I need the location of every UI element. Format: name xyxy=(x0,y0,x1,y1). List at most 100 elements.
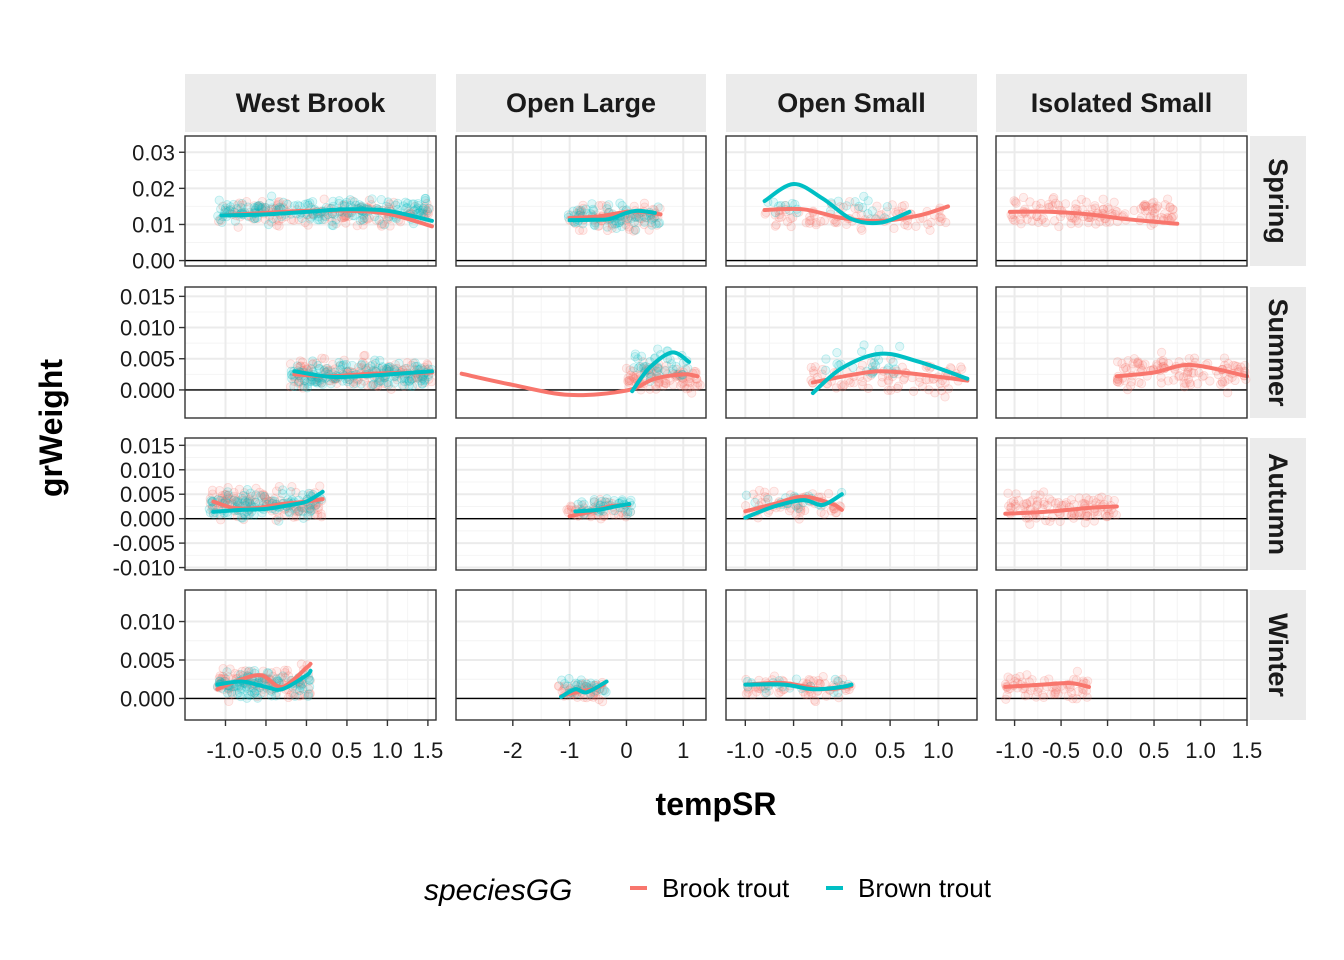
data-point-brook-trout xyxy=(377,219,388,229)
data-point-brown-trout xyxy=(611,223,622,233)
data-point-brook-trout xyxy=(857,360,867,370)
data-point-brown-trout xyxy=(294,506,304,516)
data-point-brook-trout xyxy=(410,201,420,212)
data-point-brook-trout xyxy=(1136,379,1147,389)
data-point-brook-trout xyxy=(678,377,688,387)
data-point-brook-trout xyxy=(897,201,907,212)
data-point-brook-trout xyxy=(630,225,640,235)
data-point-brook-trout xyxy=(884,376,894,386)
x-tick-label: 0.5 xyxy=(332,738,363,763)
data-point-brook-trout xyxy=(1049,216,1060,226)
data-point-brook-trout xyxy=(621,512,631,522)
data-point-brook-trout xyxy=(319,194,329,204)
data-point-brook-trout xyxy=(624,375,634,385)
data-point-brook-trout xyxy=(241,196,252,207)
data-point-brook-trout xyxy=(424,374,434,384)
data-point-brook-trout xyxy=(679,381,690,391)
data-point-brook-trout xyxy=(1140,206,1150,216)
data-point-brook-trout xyxy=(800,505,810,516)
data-point-brook-trout xyxy=(628,226,639,236)
data-point-brook-trout xyxy=(1136,204,1146,214)
data-point-brown-trout xyxy=(300,376,310,386)
data-point-brown-trout xyxy=(623,506,633,517)
data-point-brown-trout xyxy=(768,197,779,207)
data-point-brook-trout xyxy=(1147,205,1158,216)
data-point-brook-trout xyxy=(562,505,572,515)
data-point-brook-trout xyxy=(1071,694,1082,704)
data-point-brook-trout xyxy=(923,219,933,229)
data-point-brook-trout xyxy=(320,354,330,364)
data-point-brook-trout xyxy=(660,378,670,388)
data-point-brook-trout xyxy=(621,220,631,230)
data-point-brown-trout xyxy=(420,196,430,206)
smooth-line-brown-trout xyxy=(762,182,912,226)
data-point-brook-trout xyxy=(296,361,306,371)
data-point-brook-trout xyxy=(856,223,866,233)
data-point-brook-trout xyxy=(1025,197,1035,207)
data-point-brook-trout xyxy=(934,212,944,223)
data-point-brown-trout xyxy=(406,374,416,384)
data-point-brook-trout xyxy=(221,495,231,505)
data-point-brook-trout xyxy=(607,220,617,230)
data-point-brook-trout xyxy=(399,381,409,391)
data-point-brook-trout xyxy=(229,487,239,498)
data-point-brook-trout xyxy=(889,223,899,233)
data-point-brook-trout xyxy=(597,697,608,707)
data-point-brook-trout xyxy=(838,382,848,392)
data-point-brook-trout xyxy=(811,218,821,228)
data-point-brook-trout xyxy=(317,353,327,363)
panel-west-brook-summer-background xyxy=(185,287,436,418)
data-point-brook-trout xyxy=(801,218,811,228)
data-point-brown-trout xyxy=(373,377,384,387)
data-point-brook-trout xyxy=(1022,214,1032,224)
data-point-brook-trout xyxy=(893,381,904,391)
data-point-brown-trout xyxy=(313,215,323,225)
data-point-brook-trout xyxy=(1071,199,1081,209)
data-point-brown-trout xyxy=(341,359,351,370)
data-point-brown-trout xyxy=(398,380,408,390)
data-point-brown-trout xyxy=(417,378,427,389)
data-point-brook-trout xyxy=(1141,202,1151,212)
data-point-brook-trout xyxy=(1018,192,1029,203)
data-point-brook-trout xyxy=(624,377,634,387)
data-point-brook-trout xyxy=(926,217,936,227)
smooth-line-brook-trout xyxy=(810,369,970,385)
data-point-brook-trout xyxy=(311,358,322,369)
data-point-brook-trout xyxy=(238,495,248,505)
data-point-brown-trout xyxy=(240,496,250,506)
data-point-brown-trout xyxy=(653,218,664,229)
data-point-brook-trout xyxy=(1134,359,1144,369)
data-point-brown-trout xyxy=(237,198,247,209)
data-point-brown-trout xyxy=(863,209,873,219)
data-point-brown-trout xyxy=(389,378,399,388)
panel-isolated-small-winter xyxy=(995,589,1248,721)
data-point-brown-trout xyxy=(413,203,423,213)
data-point-brown-trout xyxy=(576,205,586,216)
data-point-brook-trout xyxy=(1015,215,1025,225)
data-point-brook-trout xyxy=(1197,372,1207,382)
data-point-brown-trout xyxy=(423,203,434,213)
data-point-brook-trout xyxy=(290,506,300,516)
data-point-brook-trout xyxy=(364,195,374,205)
data-point-brown-trout xyxy=(615,198,625,208)
data-point-brook-trout xyxy=(423,360,433,370)
data-point-brown-trout xyxy=(242,485,252,495)
data-point-brook-trout xyxy=(850,203,860,213)
data-point-brown-trout xyxy=(315,364,325,374)
data-point-brown-trout xyxy=(348,379,359,389)
data-point-brook-trout xyxy=(314,502,324,512)
data-point-brook-trout xyxy=(1063,691,1073,701)
data-point-brook-trout xyxy=(1179,382,1190,392)
data-point-brook-trout xyxy=(335,361,345,371)
data-point-brook-trout xyxy=(1090,201,1100,211)
data-point-brook-trout xyxy=(310,509,320,520)
data-point-brook-trout xyxy=(609,510,619,520)
data-point-brook-trout xyxy=(578,225,588,235)
data-point-brown-trout xyxy=(888,357,898,367)
data-point-brook-trout xyxy=(1138,201,1148,211)
data-point-brown-trout xyxy=(214,195,224,205)
data-point-brown-trout xyxy=(587,199,597,209)
panel-isolated-small-spring xyxy=(995,135,1248,267)
data-point-brook-trout xyxy=(362,214,373,224)
data-point-brook-trout xyxy=(1163,194,1173,204)
